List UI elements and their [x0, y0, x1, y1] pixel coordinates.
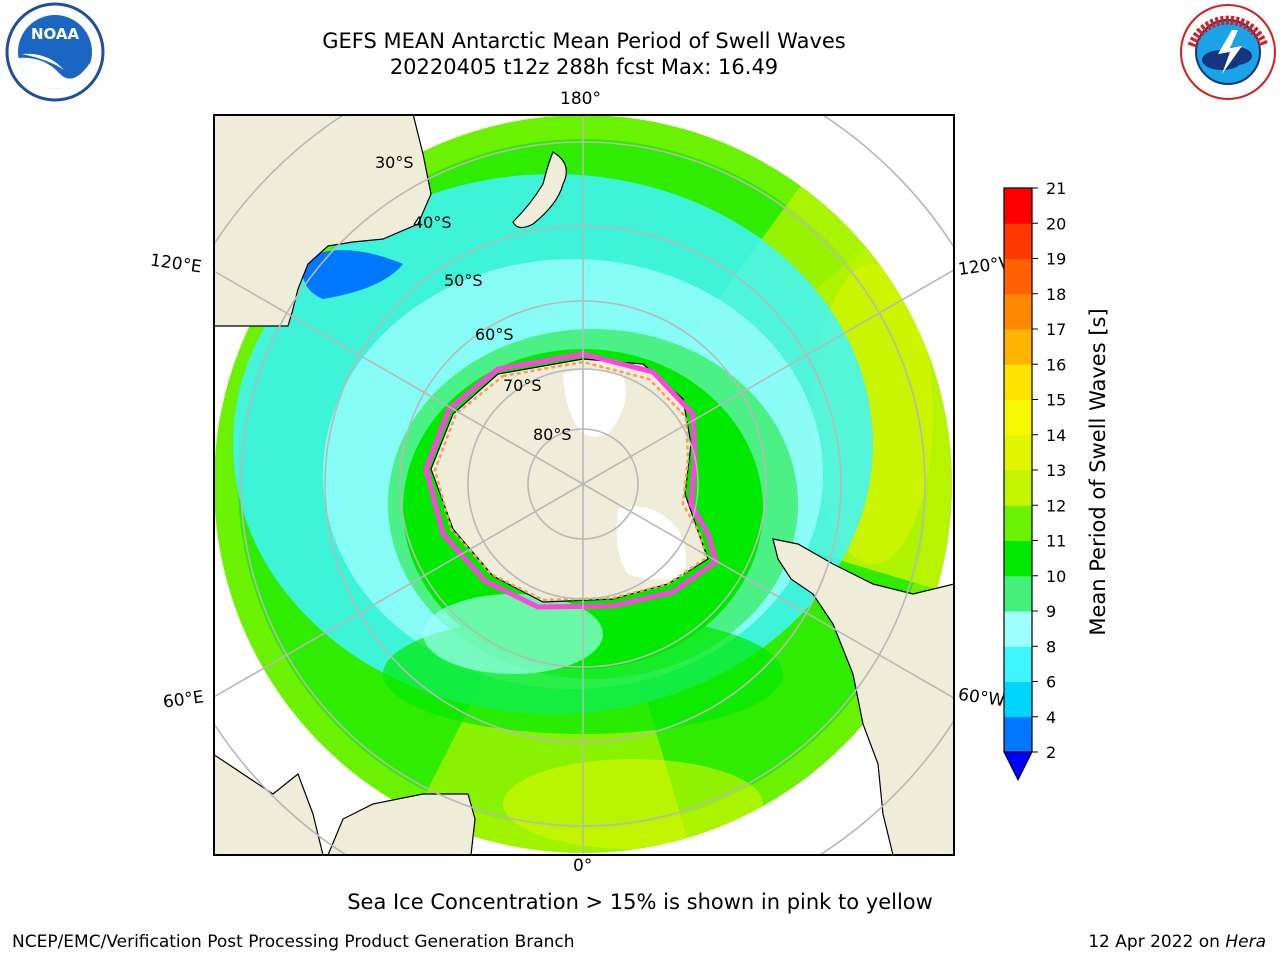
- colorbar-tick-label: 6: [1046, 673, 1056, 692]
- colorbar-bin: [1004, 540, 1032, 577]
- colorbar-bin: [1004, 716, 1032, 753]
- footer-branch: NCEP/EMC/Verification Post Processing Pr…: [12, 932, 575, 952]
- sea-ice-caption: Sea Ice Concentration > 15% is shown in …: [347, 890, 933, 914]
- polar-map: 30°S 40°S 50°S 60°S 70°S 80°S: [213, 114, 955, 856]
- colorbar-tick-label: 12: [1046, 496, 1066, 515]
- colorbar-bin: [1004, 611, 1032, 647]
- footer-date: 12 Apr 2022 on Hera: [1088, 932, 1266, 952]
- colorbar-tick-label: 16: [1046, 355, 1066, 374]
- colorbar-tick-label: 11: [1046, 532, 1066, 551]
- colorbar-bin: [1004, 575, 1032, 612]
- colorbar-tick-label: 9: [1046, 602, 1056, 621]
- colorbar-tick-label: 15: [1046, 391, 1066, 410]
- colorbar-tick-label: 4: [1046, 708, 1056, 727]
- colorbar-bin: [1004, 188, 1032, 224]
- colorbar-bin: [1004, 505, 1032, 541]
- lat-label-50s: 50°S: [444, 271, 483, 290]
- lat-label-80s: 80°S: [533, 425, 572, 444]
- sea-ice-inner: [433, 360, 708, 602]
- colorbar-label: Mean Period of Swell Waves [s]: [1086, 308, 1110, 636]
- colorbar-tick-label: 10: [1046, 567, 1066, 586]
- graticule: [214, 115, 954, 855]
- colorbar-tick-label: 17: [1046, 320, 1066, 339]
- noaa-logo: NOAA: [5, 2, 105, 102]
- colorbar-tick-label: 21: [1046, 180, 1066, 198]
- colorbar-bin: [1004, 681, 1032, 718]
- lat-label-70s: 70°S: [503, 376, 542, 395]
- lat-label-40s: 40°S: [413, 213, 452, 232]
- colorbar-tick-label: 2: [1046, 743, 1056, 762]
- colorbar-tick-label: 19: [1046, 250, 1066, 269]
- colorbar-tick-label: 13: [1046, 461, 1066, 480]
- colorbar-tick-label: 14: [1046, 426, 1066, 445]
- colorbar-bin: [1004, 223, 1032, 259]
- colorbar-under-extension: [1003, 751, 1033, 782]
- footer-date-text: 12 Apr 2022 on: [1088, 932, 1226, 952]
- colorbar-bin: [1004, 329, 1032, 365]
- ross-ice-shelf: [563, 369, 626, 437]
- colorbar-tick-label: 18: [1046, 285, 1066, 304]
- lon-label-0: 0°: [573, 856, 593, 876]
- footer-machine: Hera: [1225, 932, 1266, 952]
- colorbar-tick-label: 8: [1046, 637, 1056, 656]
- colorbar-bin: [1004, 399, 1032, 436]
- colorbar-bin: [1004, 364, 1032, 400]
- lon-label-60e: 60°E: [161, 687, 206, 713]
- colorbar-bin: [1004, 293, 1032, 330]
- lat-label-60s: 60°S: [475, 325, 514, 344]
- map-frame: [213, 114, 955, 856]
- map-title: GEFS MEAN Antarctic Mean Period of Swell…: [322, 29, 846, 53]
- nws-logo: [1180, 4, 1276, 100]
- sea-ice-edge: [423, 351, 719, 610]
- colorbar-tick-label: 20: [1046, 214, 1066, 233]
- colorbar: 2 4 6 8 9 10 11 12 13 14 15 16 17 18 19 20 21: [1003, 180, 1066, 782]
- svg-text:NOAA: NOAA: [31, 25, 80, 43]
- colorbar-bin: [1004, 258, 1032, 295]
- land-masses: [214, 115, 954, 855]
- colorbar-bin: [1004, 646, 1032, 682]
- lon-label-120e: 120°E: [148, 250, 203, 278]
- map-subtitle: 20220405 t12z 288h fcst Max: 16.49: [389, 55, 779, 79]
- colorbar-bin: [1004, 470, 1032, 506]
- colorbar-bin: [1004, 434, 1032, 471]
- lon-label-180: 180°: [560, 89, 601, 109]
- lat-label-30s: 30°S: [375, 153, 414, 172]
